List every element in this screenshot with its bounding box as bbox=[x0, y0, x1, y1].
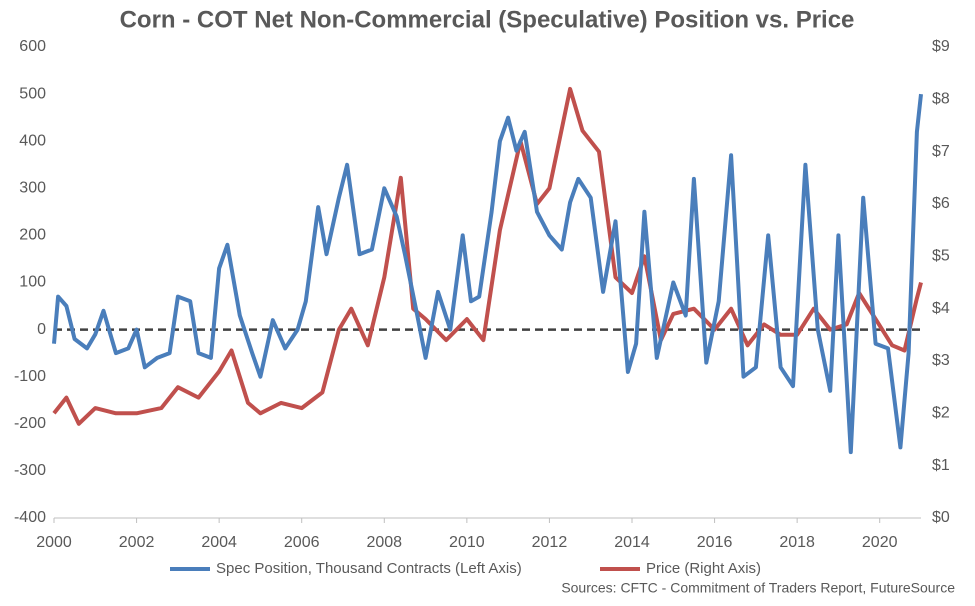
y2-tick-label: $4 bbox=[932, 300, 950, 317]
x-tick-label: 2004 bbox=[201, 534, 237, 551]
y2-tick-label: $5 bbox=[932, 248, 950, 265]
x-tick-label: 2020 bbox=[862, 534, 898, 551]
source-note: Sources: CFTC - Commitment of Traders Re… bbox=[561, 580, 955, 596]
y-tick-label: 100 bbox=[19, 274, 46, 291]
y2-tick-label: $9 bbox=[932, 38, 950, 55]
x-tick-label: 2012 bbox=[532, 534, 568, 551]
x-tick-label: 2016 bbox=[697, 534, 733, 551]
legend-label: Spec Position, Thousand Contracts (Left … bbox=[216, 560, 522, 577]
series-line bbox=[52, 86, 923, 426]
chart-title: Corn - COT Net Non-Commercial (Speculati… bbox=[120, 6, 855, 33]
y2-tick-label: $6 bbox=[932, 195, 950, 212]
y2-tick-label: $7 bbox=[932, 143, 950, 160]
x-tick-label: 2006 bbox=[284, 534, 320, 551]
x-tick-label: 2002 bbox=[119, 534, 155, 551]
y-tick-label: 400 bbox=[19, 132, 46, 149]
series-line bbox=[52, 93, 923, 455]
y-tick-label: 300 bbox=[19, 180, 46, 197]
y2-tick-label: $0 bbox=[932, 509, 950, 526]
y-tick-label: -300 bbox=[14, 462, 46, 479]
y2-tick-label: $1 bbox=[932, 457, 950, 474]
x-tick-label: 2014 bbox=[614, 534, 650, 551]
y2-tick-label: $3 bbox=[932, 352, 950, 369]
x-tick-label: 2008 bbox=[366, 534, 402, 551]
y-tick-label: -100 bbox=[14, 368, 46, 385]
y-tick-label: 200 bbox=[19, 227, 46, 244]
x-tick-label: 2000 bbox=[36, 534, 72, 551]
y-tick-label: -200 bbox=[14, 415, 46, 432]
x-tick-label: 2010 bbox=[449, 534, 485, 551]
legend-label: Price (Right Axis) bbox=[646, 560, 761, 577]
y-tick-label: -400 bbox=[14, 509, 46, 526]
y2-tick-label: $2 bbox=[932, 405, 950, 422]
y2-tick-label: $8 bbox=[932, 91, 950, 108]
y-tick-label: 500 bbox=[19, 85, 46, 102]
y-tick-label: 600 bbox=[19, 38, 46, 55]
y-tick-label: 0 bbox=[37, 321, 46, 338]
x-tick-label: 2018 bbox=[779, 534, 815, 551]
